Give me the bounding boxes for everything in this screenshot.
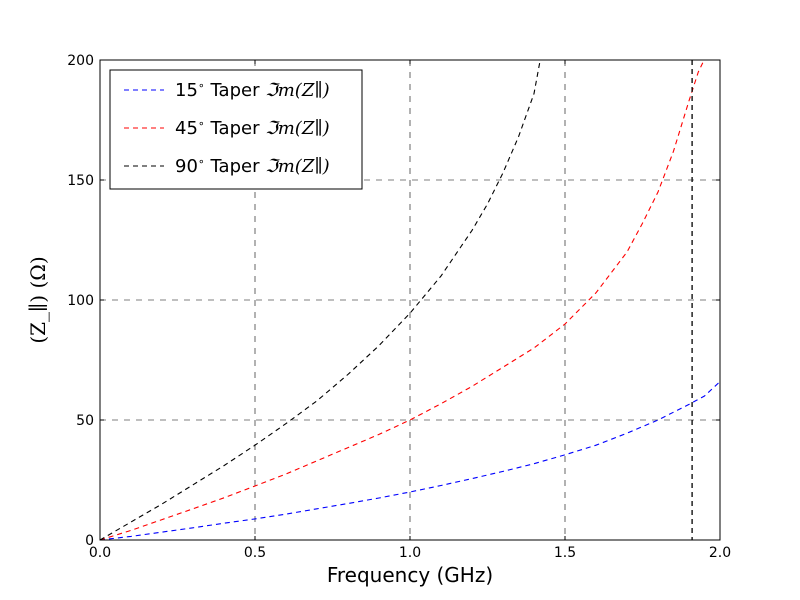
y-tick-label: 200 — [67, 53, 94, 69]
x-tick-label: 2.0 — [709, 545, 731, 561]
legend: 15∘ Taper ℑm(Z∥) 45∘ Taper ℑm(Z∥) 90∘ Tape… — [109, 69, 363, 190]
x-tick-label: 0.0 — [89, 545, 111, 561]
x-tick-label: 1.5 — [554, 545, 576, 561]
series-line-45-deg — [100, 60, 705, 540]
series-layer — [100, 60, 720, 540]
grid — [100, 60, 720, 540]
x-axis-label: Frequency (GHz) — [327, 563, 493, 587]
y-tick-label: 150 — [67, 173, 94, 189]
series-line-15-deg — [100, 381, 720, 540]
y-axis-label: (Z_∥) (Ω) — [26, 256, 50, 343]
y-tick-label: 100 — [67, 293, 94, 309]
y-tick-label: 50 — [76, 413, 94, 429]
x-tick-label: 1.0 — [399, 545, 421, 561]
y-tick-label: 0 — [85, 533, 94, 549]
legend-entry-label: 45∘ Taper ℑm(Z∥) — [175, 117, 330, 139]
legend-entry-label: 90∘ Taper ℑm(Z∥) — [175, 155, 330, 177]
x-tick-label: 0.5 — [244, 545, 266, 561]
tick-layer — [99, 59, 721, 541]
series-line-90-deg — [100, 60, 541, 540]
legend-entry-label: 15∘ Taper ℑm(Z∥) — [175, 79, 330, 101]
tick-label-layer: 0.0 0.5 1.0 1.5 2.0 0 50 100 150 200 — [67, 53, 731, 561]
